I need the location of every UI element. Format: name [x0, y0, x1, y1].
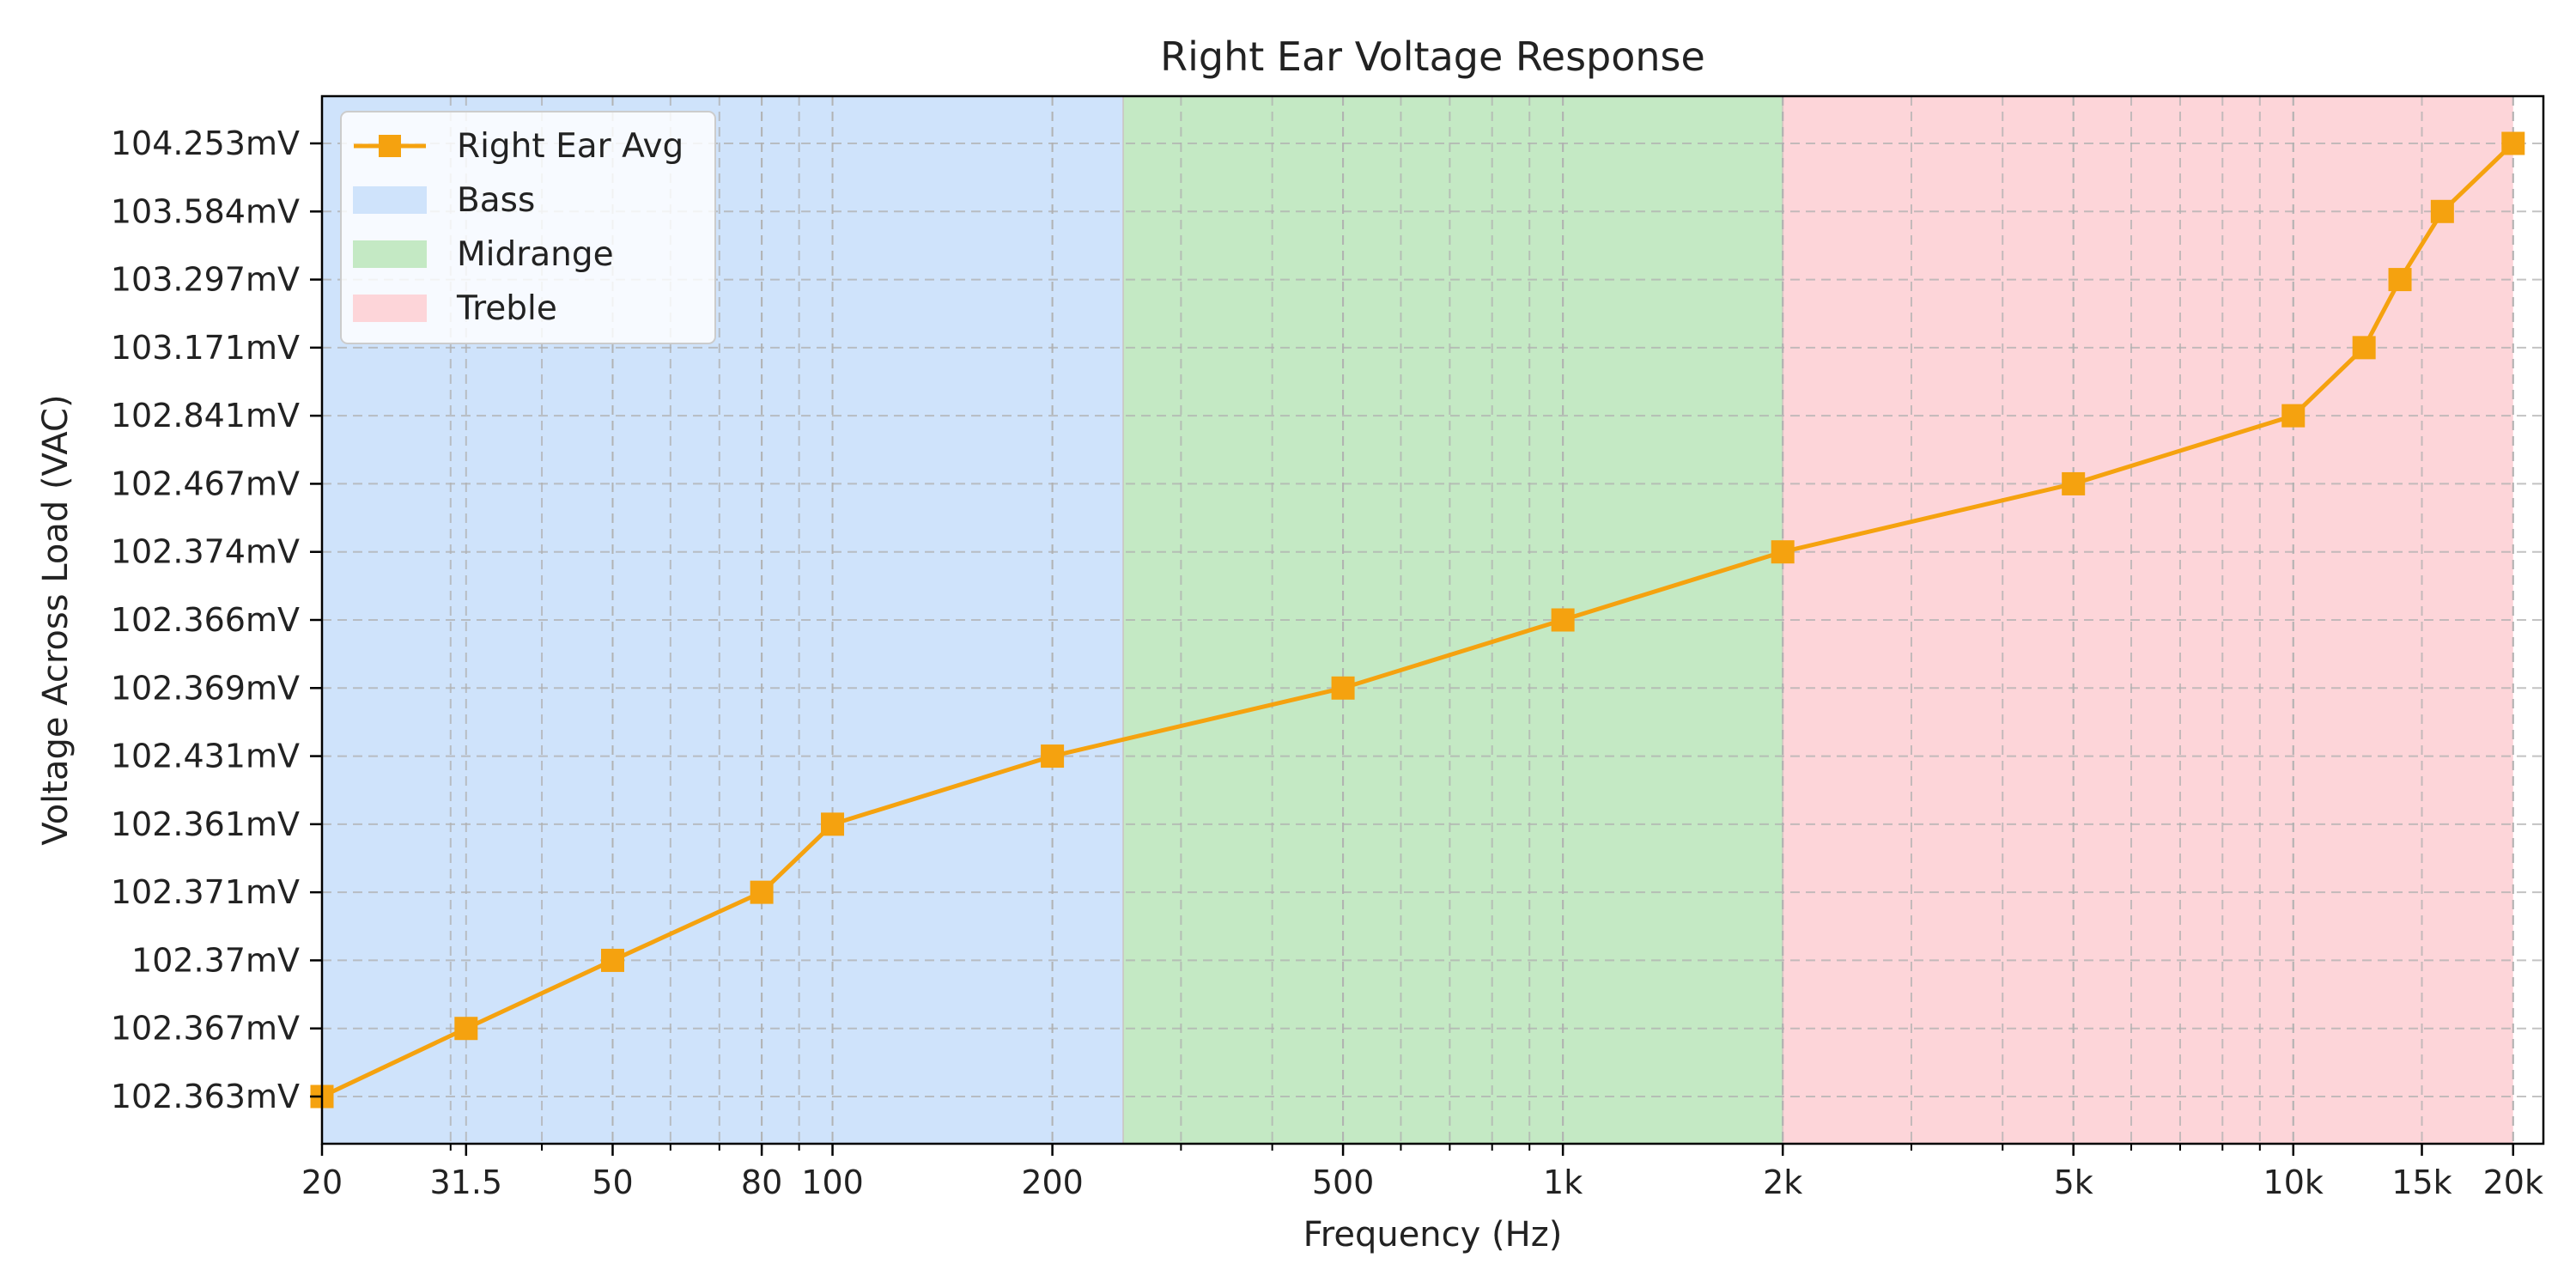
x-tick-label: 200 — [1021, 1163, 1084, 1201]
x-tick-label: 20 — [301, 1163, 343, 1201]
data-point — [1551, 608, 1575, 632]
y-tick-label: 102.374mV — [111, 533, 300, 571]
y-tick-label: 102.431mV — [111, 738, 300, 775]
legend-band-swatch — [353, 240, 427, 268]
y-tick-label: 103.171mV — [111, 329, 300, 367]
x-tick-label: 50 — [592, 1163, 633, 1201]
x-axis-ticks: 20 31.5 50 80 100 200 500 1k 2k 5k 10k 15k 20k — [301, 1144, 2543, 1201]
y-tick-label: 102.361mV — [111, 805, 300, 843]
data-point — [750, 880, 774, 904]
legend-marker-swatch — [379, 135, 401, 157]
x-tick-label: 5k — [2054, 1163, 2093, 1201]
x-tick-label: 80 — [741, 1163, 782, 1201]
y-tick-label: 102.363mV — [111, 1078, 300, 1115]
y-tick-label: 102.369mV — [111, 669, 300, 707]
y-tick-label: 103.584mV — [111, 192, 300, 230]
x-tick-label: 100 — [801, 1163, 864, 1201]
legend-label: Bass — [457, 181, 535, 220]
legend: Right Ear Avg Bass Midrange Treble — [340, 111, 716, 344]
x-tick-label: 10k — [2263, 1163, 2324, 1201]
legend-label: Right Ear Avg — [457, 127, 683, 166]
data-point — [1331, 676, 1355, 700]
y-tick-label: 102.371mV — [111, 873, 300, 911]
y-axis-label: Voltage Across Load (VAC) — [36, 394, 76, 845]
x-tick-label: 15k — [2391, 1163, 2451, 1201]
x-tick-label: 500 — [1312, 1163, 1375, 1201]
data-point — [2352, 336, 2376, 360]
x-tick-label: 20k — [2483, 1163, 2543, 1201]
y-tick-label: 102.37mV — [131, 941, 300, 979]
data-point — [2281, 404, 2306, 428]
x-tick-label: 31.5 — [430, 1163, 503, 1201]
x-tick-label: 1k — [1543, 1163, 1583, 1201]
legend-label: Treble — [456, 289, 557, 328]
data-point — [454, 1017, 478, 1041]
data-point — [600, 948, 624, 972]
data-point — [2501, 131, 2525, 155]
legend-band-swatch — [353, 295, 427, 322]
series-layer — [310, 131, 2525, 1109]
x-tick-label: 2k — [1763, 1163, 1802, 1201]
data-point — [2430, 199, 2454, 223]
data-point — [2062, 471, 2086, 495]
y-tick-label: 102.367mV — [111, 1010, 300, 1048]
chart-title: Right Ear Voltage Response — [1160, 33, 1705, 80]
y-tick-label: 102.467mV — [111, 465, 300, 502]
legend-band-swatch — [353, 186, 427, 214]
y-axis-ticks: 102.363mV 102.367mV 102.37mV 102.371mV 102.3… — [111, 125, 322, 1115]
y-tick-label: 103.297mV — [111, 261, 300, 299]
data-point — [2388, 268, 2412, 292]
y-tick-label: 102.366mV — [111, 601, 300, 639]
data-point — [1041, 744, 1065, 769]
x-axis-label: Frequency (Hz) — [1303, 1215, 1563, 1255]
legend-label: Midrange — [457, 235, 614, 274]
legend-box — [340, 111, 716, 344]
y-tick-label: 104.253mV — [111, 125, 300, 162]
data-point — [1771, 540, 1795, 564]
data-point — [821, 812, 845, 836]
y-tick-label: 102.841mV — [111, 397, 300, 434]
